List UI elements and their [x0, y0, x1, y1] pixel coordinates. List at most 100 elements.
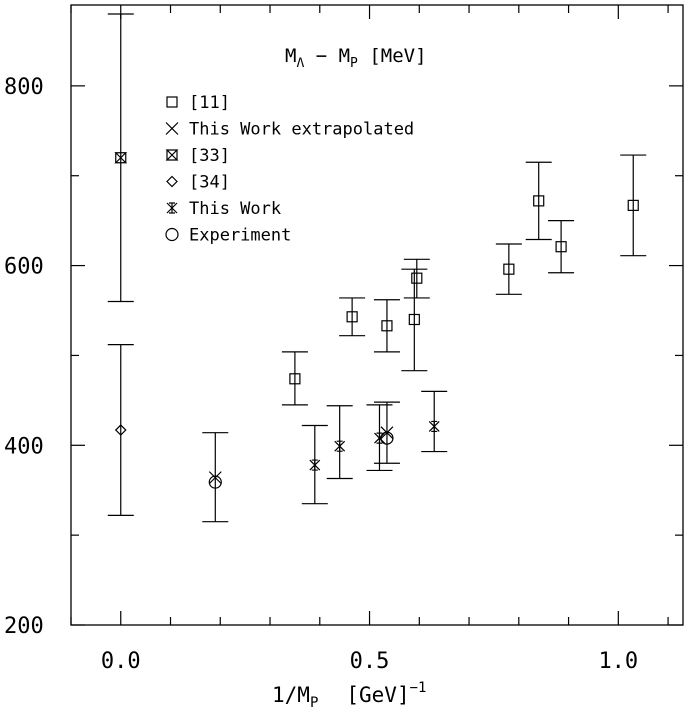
- data-point: [281, 351, 308, 406]
- square-shape: [533, 195, 545, 207]
- square-shape: [166, 96, 178, 108]
- legend-entry: [34]: [166, 173, 230, 193]
- square-marker: [627, 199, 639, 211]
- circle-marker: [208, 475, 222, 489]
- legend-entry: [11]: [166, 93, 230, 113]
- legend-entry: [33]: [165, 146, 230, 166]
- data-point: [107, 13, 134, 303]
- bowtie-shape: [114, 152, 128, 164]
- x-tick-label: 0.0: [101, 649, 141, 674]
- data-point: [202, 432, 229, 523]
- diamond-marker: [166, 175, 178, 188]
- cross-shape: [208, 471, 222, 485]
- bowtie-marker: [114, 152, 128, 164]
- asterisk-marker: [334, 440, 346, 452]
- y-tick-label: 800: [4, 75, 44, 100]
- x-tick-label: 0.5: [350, 649, 390, 674]
- data-marks: [107, 13, 647, 523]
- data-point: [620, 154, 647, 257]
- y-tick-label: 200: [4, 614, 44, 639]
- x-tick-label: 1.0: [598, 649, 638, 674]
- cross-marker: [380, 426, 394, 440]
- asterisk-marker: [309, 459, 321, 471]
- circle-shape: [165, 227, 179, 242]
- legend: [11] This Work extrapolated [33] [34] This W…: [165, 93, 414, 246]
- asterisk-shape: [334, 440, 346, 452]
- cross-marker: [165, 122, 179, 135]
- data-point: [380, 431, 394, 445]
- data-point: [495, 243, 522, 295]
- y-tick-label: 400: [4, 434, 44, 459]
- asterisk-shape: [374, 432, 385, 444]
- diamond-marker: [114, 424, 127, 436]
- square-shape: [346, 311, 358, 323]
- asterisk-marker: [374, 432, 385, 444]
- plot-frame: [70, 4, 684, 626]
- circle-shape: [208, 475, 222, 489]
- data-point: [403, 258, 430, 299]
- asterisk-shape: [166, 202, 178, 214]
- data-point: [301, 424, 328, 505]
- series-asterisk: [301, 390, 448, 505]
- data-point: [525, 161, 552, 241]
- bowtie-marker: [165, 149, 179, 161]
- asterisk-marker: [428, 420, 440, 433]
- series-square: [281, 154, 647, 406]
- square-marker: [346, 311, 358, 323]
- axis-ticks: [70, 5, 683, 626]
- data-point: [208, 475, 222, 489]
- series-diamond: [107, 344, 134, 516]
- y-tick-label: 600: [4, 255, 44, 280]
- square-shape: [289, 373, 301, 385]
- diamond-shape: [166, 175, 178, 188]
- cross-marker: [208, 471, 222, 485]
- legend-label: [34]: [189, 173, 230, 193]
- legend-entry: This Work extrapolated: [165, 120, 414, 140]
- series-bowtie: [107, 13, 134, 303]
- square-marker: [555, 241, 567, 253]
- square-shape: [381, 320, 393, 332]
- data-point: [339, 297, 366, 337]
- square-shape: [627, 199, 639, 211]
- legend-label: This Work extrapolated: [189, 120, 414, 140]
- legend-entry: Experiment: [165, 226, 291, 246]
- chart-title: MΛ − MP [MeV]: [285, 45, 427, 71]
- data-point: [373, 401, 400, 464]
- data-point: [421, 390, 448, 453]
- square-marker: [166, 96, 178, 108]
- series-cross: [202, 401, 400, 523]
- square-shape: [503, 263, 515, 275]
- legend-label: Experiment: [189, 226, 291, 246]
- circle-shape: [380, 431, 394, 445]
- cross-shape: [380, 426, 394, 440]
- data-point: [401, 268, 428, 372]
- square-marker: [503, 263, 515, 275]
- bowtie-sides: [115, 152, 127, 163]
- asterisk-marker: [166, 202, 178, 214]
- data-point: [107, 344, 134, 516]
- diamond-shape: [114, 424, 127, 436]
- square-marker: [381, 320, 393, 332]
- circle-marker: [165, 227, 179, 242]
- square-marker: [289, 373, 301, 385]
- data-point: [373, 299, 400, 353]
- data-point: [548, 220, 575, 274]
- square-marker: [411, 272, 423, 284]
- bowtie-sides: [166, 150, 178, 160]
- legend-entry: This Work: [166, 199, 281, 219]
- asterisk-shape: [309, 459, 321, 471]
- square-shape: [411, 272, 423, 284]
- x-axis-label: 1/MP [GeV]−1: [272, 680, 426, 711]
- square-shape: [555, 241, 567, 253]
- bowtie-shape: [165, 149, 179, 161]
- axis-tick-labels: 0.0 0.5 1.0 200 400 600 800: [4, 75, 638, 674]
- legend-label: This Work: [189, 199, 281, 219]
- cross-shape: [165, 122, 179, 135]
- square-shape: [408, 313, 420, 326]
- legend-label: [33]: [189, 146, 230, 166]
- series-circle: [208, 431, 394, 489]
- asterisk-shape: [428, 420, 440, 433]
- square-marker: [533, 195, 545, 207]
- circle-marker: [380, 431, 394, 445]
